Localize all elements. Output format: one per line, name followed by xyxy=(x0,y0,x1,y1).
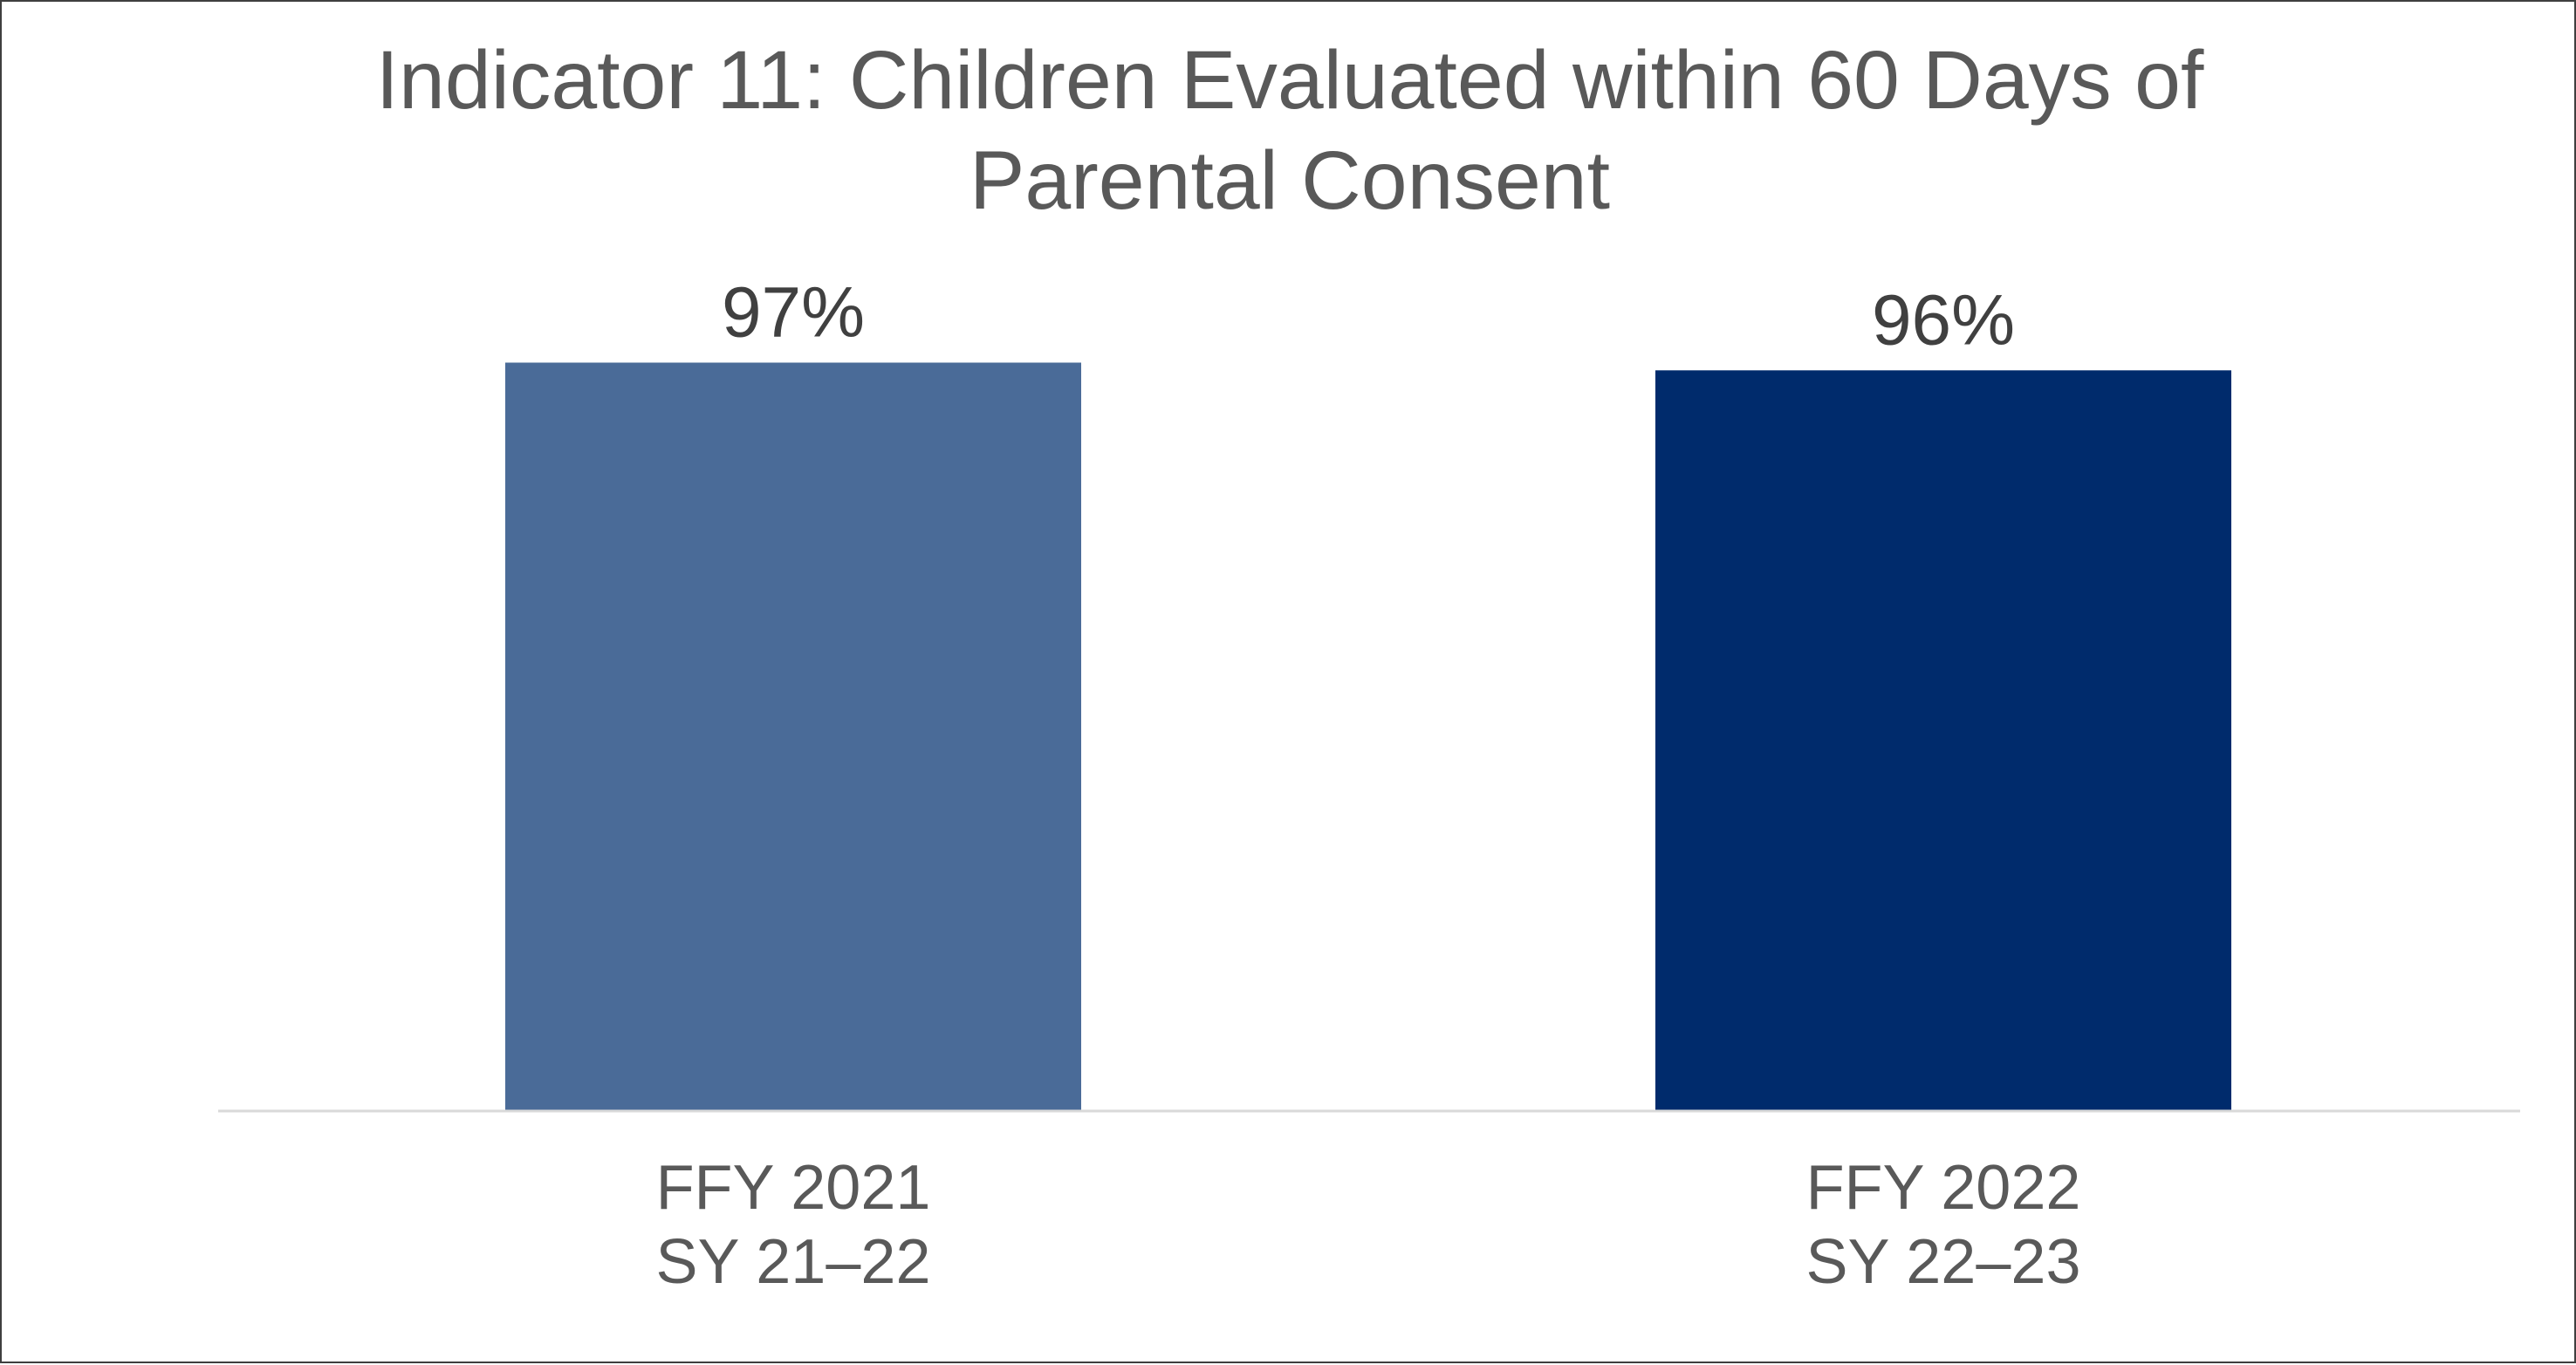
category-label-1-line-2: SY 21–22 xyxy=(656,1227,931,1297)
bar-2 xyxy=(1655,370,2231,1110)
category-label-2-line-2: SY 22–23 xyxy=(1806,1227,2081,1297)
data-label-2: 96% xyxy=(1872,280,2015,360)
bar-1 xyxy=(505,362,1081,1110)
chart-title-line-2: Parental Consent xyxy=(969,134,1610,227)
chart-title-line-1: Indicator 11: Children Evaluated within … xyxy=(376,34,2204,127)
data-label-1: 97% xyxy=(722,272,865,352)
category-label-2-line-1: FFY 2022 xyxy=(1806,1153,2081,1223)
category-label-1-line-1: FFY 2021 xyxy=(656,1153,931,1223)
